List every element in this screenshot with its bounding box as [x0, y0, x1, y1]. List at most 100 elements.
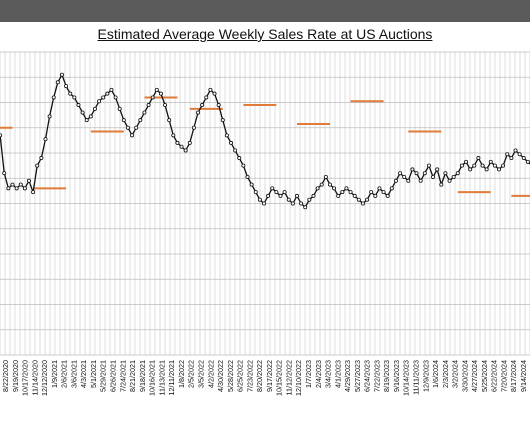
- x-tick-label: 11/14/2020: [30, 360, 39, 395]
- data-point: [237, 156, 242, 161]
- data-point: [439, 182, 444, 187]
- data-point: [307, 197, 312, 202]
- data-point: [51, 95, 56, 100]
- x-tick-label: 4/3/2021: [79, 360, 88, 388]
- data-point: [282, 190, 287, 195]
- data-point: [525, 159, 530, 164]
- data-point: [216, 103, 221, 108]
- x-tick-label: 3/5/2022: [196, 360, 205, 388]
- data-point: [497, 167, 502, 172]
- chart-title: Estimated Average Weekly Sales Rate at U…: [97, 26, 433, 42]
- x-tick-label: 5/25/2024: [480, 360, 489, 392]
- data-point: [443, 171, 448, 176]
- data-point: [455, 171, 460, 176]
- data-point: [257, 197, 262, 202]
- data-point: [167, 118, 172, 123]
- data-point: [373, 193, 378, 198]
- data-point: [323, 174, 328, 179]
- x-tick-label: 12/9/2023: [421, 360, 430, 392]
- data-point: [431, 174, 436, 179]
- data-point: [134, 125, 139, 130]
- data-point: [31, 190, 36, 195]
- data-point: [480, 163, 485, 168]
- data-point: [468, 167, 473, 172]
- x-tick-label: 5/29/2021: [99, 360, 108, 392]
- data-point: [241, 163, 246, 168]
- x-tick-label: 1/7/2023: [304, 360, 313, 388]
- data-point: [294, 193, 299, 198]
- data-point: [406, 178, 411, 183]
- data-point: [377, 186, 382, 191]
- data-point: [92, 106, 97, 111]
- x-tick-label: 6/24/2023: [363, 360, 372, 392]
- data-point: [278, 193, 283, 198]
- data-point: [125, 125, 130, 130]
- data-point: [261, 201, 266, 206]
- data-point: [47, 114, 52, 119]
- benchmark-bars: [0, 96, 530, 197]
- data-point: [121, 118, 126, 123]
- data-point: [451, 174, 456, 179]
- data-point: [245, 174, 250, 179]
- data-point: [393, 178, 398, 183]
- x-tick-label: 2/5/2022: [187, 360, 196, 388]
- data-point: [22, 186, 27, 191]
- data-point: [299, 201, 304, 206]
- data-point: [472, 163, 477, 168]
- data-point: [369, 190, 374, 195]
- data-point: [208, 87, 213, 92]
- data-point: [509, 156, 514, 161]
- data-point: [505, 152, 510, 157]
- data-point: [501, 163, 506, 168]
- x-tick-label: 12/10/2022: [294, 360, 303, 396]
- x-tick-label: 10/16/2021: [148, 360, 157, 396]
- data-point: [142, 110, 147, 115]
- data-point: [26, 178, 31, 183]
- x-tick-label: 9/18/2021: [138, 360, 147, 392]
- data-point: [492, 163, 497, 168]
- data-point: [422, 171, 427, 176]
- data-point: [97, 99, 102, 104]
- x-tick-label: 5/28/2022: [226, 360, 235, 392]
- x-tick-label: 10/15/2022: [275, 360, 284, 396]
- x-tick-label: 10/14/2023: [402, 360, 411, 396]
- data-point: [183, 148, 188, 153]
- x-tick-labels: 8/22/2020 9/19/2020 10/17/2020 11/14/2020 12…: [1, 360, 528, 396]
- data-point: [6, 186, 11, 191]
- data-point: [356, 197, 361, 202]
- data-point: [476, 156, 481, 161]
- data-point: [521, 156, 526, 161]
- data-point: [117, 106, 122, 111]
- data-point: [179, 144, 184, 149]
- x-tick-label: 8/17/2024: [509, 360, 518, 392]
- data-point: [352, 193, 357, 198]
- data-point: [336, 193, 341, 198]
- data-point: [39, 156, 44, 161]
- data-point: [385, 193, 390, 198]
- data-point: [315, 186, 320, 191]
- x-tick-label: 5/27/2023: [353, 360, 362, 392]
- x-tick-label: 7/23/2022: [245, 360, 254, 392]
- x-tick-label: 12/11/2021: [167, 360, 176, 395]
- data-point: [365, 197, 370, 202]
- data-point: [105, 91, 110, 96]
- data-point: [233, 148, 238, 153]
- data-point: [381, 190, 386, 195]
- data-point: [398, 171, 403, 176]
- data-point: [464, 159, 469, 164]
- data-point: [414, 171, 419, 176]
- x-tick-label: 3/4/2023: [324, 360, 333, 388]
- data-point: [101, 95, 106, 100]
- x-tick-label: 4/30/2022: [216, 360, 225, 392]
- x-tick-label: 1/8/2022: [177, 360, 186, 388]
- x-tick-label: 6/25/2022: [236, 360, 245, 392]
- data-point: [196, 110, 201, 115]
- data-point: [332, 186, 337, 191]
- data-point: [109, 87, 114, 92]
- data-point: [88, 114, 93, 119]
- data-point: [55, 80, 60, 85]
- data-point: [327, 182, 332, 187]
- series-markers: [0, 72, 530, 210]
- data-point: [319, 182, 324, 187]
- data-point: [249, 182, 254, 187]
